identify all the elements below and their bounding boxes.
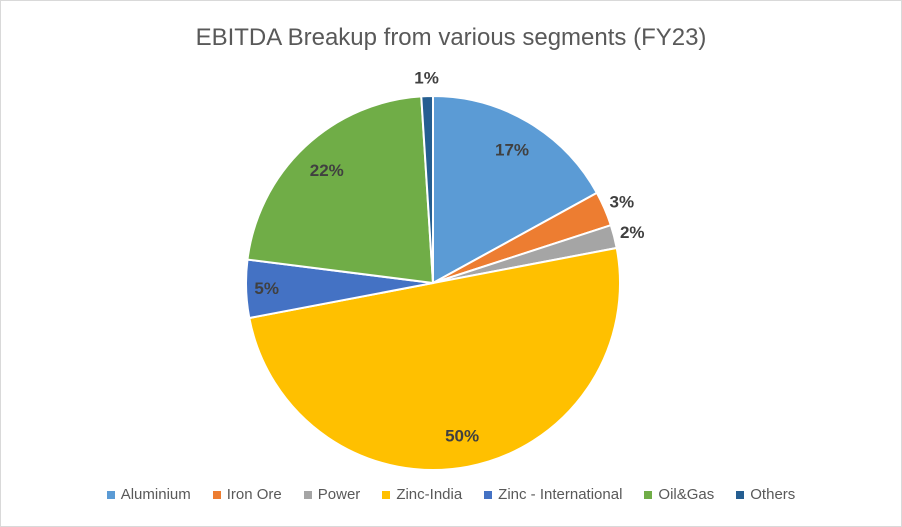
legend-swatch <box>644 490 653 499</box>
legend-item: Zinc - International <box>484 486 622 503</box>
pie-slice-zinc-india <box>248 246 621 471</box>
legend-label: Oil&Gas <box>658 486 715 503</box>
data-label: 17% <box>495 140 529 159</box>
legend-label: Power <box>317 486 361 503</box>
legend-label: Aluminium <box>120 486 191 503</box>
data-label: 22% <box>310 161 344 180</box>
data-label: 2% <box>620 223 645 242</box>
legend-item: Zinc-India <box>382 486 462 503</box>
pie-slice-others <box>420 94 434 284</box>
pie-slice-aluminium <box>432 94 599 285</box>
legend-swatch <box>736 490 745 499</box>
legend-item: Iron Ore <box>212 486 282 503</box>
data-label: 50% <box>445 426 479 445</box>
legend-label: Others <box>750 486 796 503</box>
legend-item: Oil&Gas <box>644 486 714 503</box>
data-label: 3% <box>609 192 634 211</box>
pie-slice-oil-gas <box>246 95 435 285</box>
legend-item: Aluminium <box>106 486 191 503</box>
legend-swatch <box>382 490 391 499</box>
legend-item: Others <box>736 486 795 503</box>
data-label: 1% <box>414 68 439 87</box>
legend: Aluminium Iron Ore Power Zinc-India Zinc - I… <box>0 486 902 503</box>
legend-label: Zinc-India <box>396 486 463 503</box>
legend-swatch <box>303 490 312 499</box>
legend-swatch <box>484 490 493 499</box>
legend-item: Power <box>303 486 361 503</box>
legend-swatch <box>212 490 221 499</box>
data-label: 5% <box>254 279 279 298</box>
legend-swatch <box>106 490 115 499</box>
legend-label: Iron Ore <box>226 486 282 503</box>
legend-label: Zinc - International <box>498 486 623 503</box>
chart-title: EBITDA Breakup from various segments (FY… <box>195 24 707 51</box>
